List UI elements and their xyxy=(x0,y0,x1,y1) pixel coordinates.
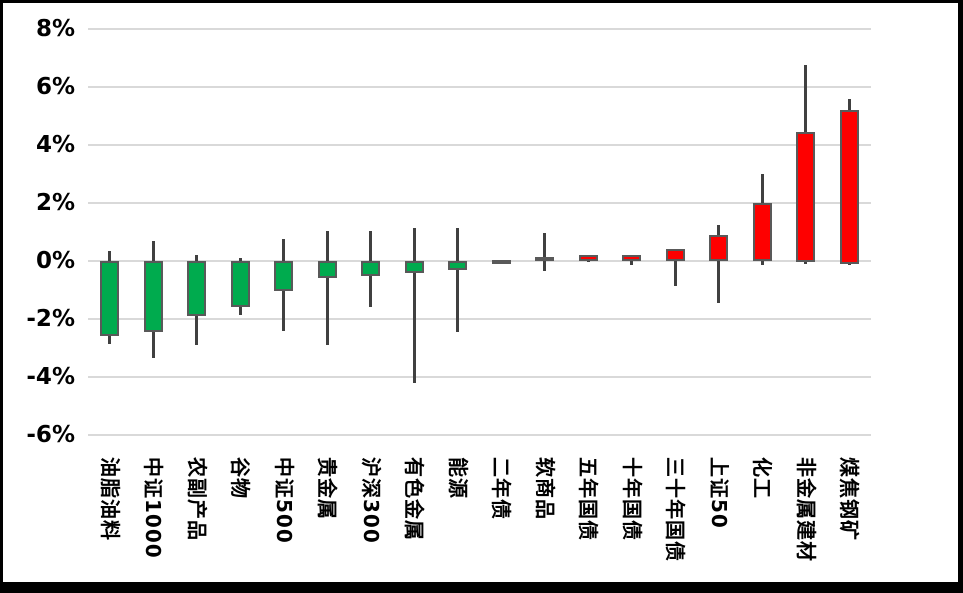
y-tick-label: 6% xyxy=(35,74,75,100)
x-category-label: 上证50 xyxy=(706,457,731,529)
x-category-label: 中证500 xyxy=(271,457,296,544)
candle-wick xyxy=(325,230,329,346)
x-category-label: 谷物 xyxy=(228,457,253,499)
gridline xyxy=(88,202,871,204)
candle-body xyxy=(578,255,598,261)
x-category-label: 二年债 xyxy=(489,457,514,520)
chart-canvas: 8% 6% 4% 2% 0% -2% -4% -6% 油脂油料 中证1000 农副产品 谷物 中证50… xyxy=(3,3,958,582)
gridline xyxy=(88,144,871,146)
y-tick-label: 8% xyxy=(35,16,75,42)
gridline xyxy=(88,376,871,378)
candle-body xyxy=(361,261,381,276)
candle-body xyxy=(839,110,859,264)
y-tick-label: -6% xyxy=(26,422,75,448)
y-tick-label: 4% xyxy=(35,132,75,158)
x-category-label: 有色金属 xyxy=(402,457,427,541)
x-category-label: 沪深300 xyxy=(358,457,383,544)
candle-wick xyxy=(543,233,547,272)
gridline xyxy=(88,28,871,30)
gridline xyxy=(88,434,871,436)
y-tick-label: -2% xyxy=(26,306,75,332)
y-tick-label: 2% xyxy=(35,190,75,216)
x-category-label: 能源 xyxy=(445,457,470,499)
candle-wick xyxy=(412,227,416,383)
candle-wick xyxy=(456,227,460,333)
candle-body xyxy=(317,261,337,279)
candle-body xyxy=(709,234,729,261)
candle-body xyxy=(752,203,772,261)
x-category-label: 十年国债 xyxy=(619,457,644,541)
candle-body xyxy=(274,261,294,292)
gridline xyxy=(88,86,871,88)
candle-body xyxy=(448,261,468,270)
x-category-label: 油脂油料 xyxy=(97,457,122,541)
x-category-label: 农副产品 xyxy=(184,457,209,541)
candle-body xyxy=(535,256,555,261)
gridline xyxy=(88,318,871,320)
x-category-label: 中证1000 xyxy=(141,457,166,559)
candle-body xyxy=(143,261,163,333)
x-category-label: 煤焦钢矿 xyxy=(837,457,862,541)
y-tick-label: 0% xyxy=(35,248,75,274)
x-category-label: 非金属建材 xyxy=(793,457,818,562)
y-tick-label: -4% xyxy=(26,364,75,390)
candle-body xyxy=(404,261,424,273)
candle-wick xyxy=(673,249,677,286)
x-category-label: 软商品 xyxy=(532,457,557,520)
x-category-label: 化工 xyxy=(750,457,775,499)
candle-body xyxy=(665,249,685,261)
candle-body xyxy=(100,261,120,337)
candle-body xyxy=(622,255,642,261)
x-category-label: 五年国债 xyxy=(576,457,601,541)
gridline xyxy=(88,260,871,262)
candle-wick xyxy=(717,224,721,304)
x-category-label: 贵金属 xyxy=(315,457,340,520)
candle-body xyxy=(230,261,250,308)
candle-body xyxy=(491,259,511,264)
x-category-label: 三十年国债 xyxy=(663,457,688,562)
candle-body xyxy=(187,261,207,317)
candle-body xyxy=(796,131,816,263)
